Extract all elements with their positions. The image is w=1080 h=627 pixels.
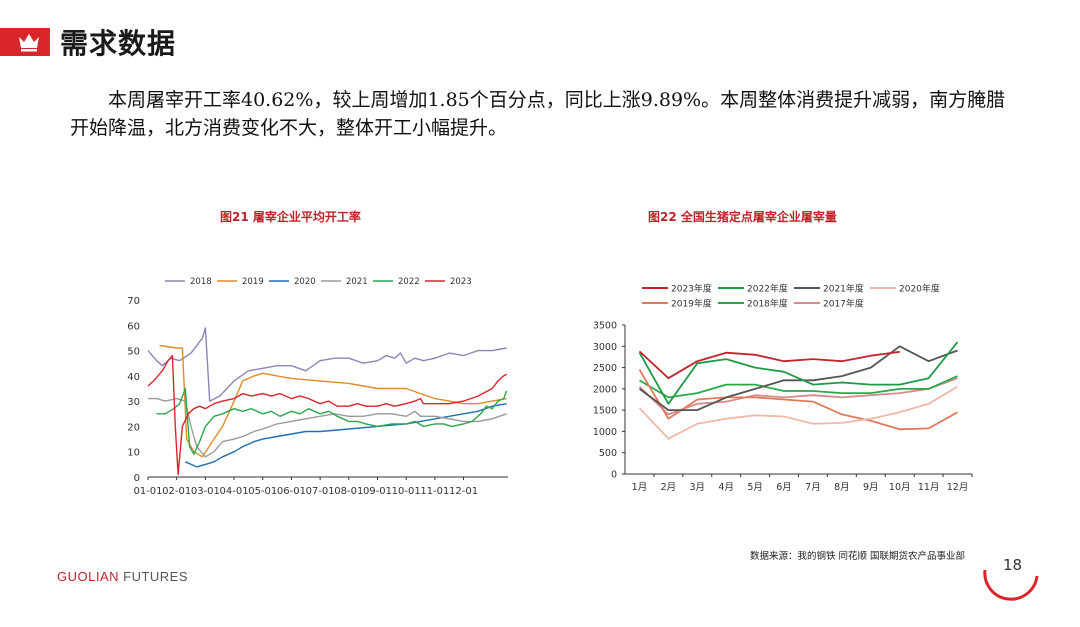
chart2-x-tick-label: 10月 — [889, 482, 911, 493]
chart2-y-tick-label: 2000 — [593, 384, 617, 395]
chart1-legend-label: 2023 — [450, 277, 472, 287]
chart2-y-tick-label: 1500 — [593, 406, 617, 417]
brand-sub: FUTURES — [123, 569, 189, 584]
chart1-legend-label: 2021 — [346, 277, 368, 287]
chart2-series-line-2017年度 — [638, 377, 958, 416]
header-accent-bar — [0, 28, 50, 56]
chart2-x-tick-label: 1月 — [632, 482, 648, 493]
page-title: 需求数据 — [60, 27, 177, 60]
chart2-series-line-2023年度 — [638, 350, 900, 380]
chart1-x-tick-label: 06-01 — [277, 486, 306, 497]
chart1-y-tick-label: 60 — [127, 321, 140, 332]
chart1-legend-label: 2020 — [294, 277, 316, 287]
chart2-series-line-2022年度 — [638, 341, 959, 405]
chart2-x-tick-label: 4月 — [718, 482, 734, 493]
chart1-y-tick-label: 70 — [127, 296, 140, 307]
chart1-y-tick-label: 0 — [134, 473, 140, 484]
chart2-legend-label: 2023年度 — [671, 283, 712, 295]
chart2-y-tick-label: 3500 — [593, 321, 617, 332]
chart1-series-line-2022 — [156, 387, 508, 455]
chart1-series-line-2020 — [185, 403, 507, 468]
chart2-x-tick-label: 6月 — [776, 482, 792, 493]
chart2-y-tick-label: 2500 — [593, 363, 617, 374]
chart2-series-line-2018年度 — [639, 375, 958, 399]
chart1-x-tick-label: 07-01 — [306, 486, 335, 497]
chart1-x-tick-label: 12-01 — [449, 486, 478, 497]
chart1-legend-label: 2022 — [398, 277, 420, 287]
chart2-legend-label: 2021年度 — [823, 283, 864, 295]
crown-icon — [19, 34, 39, 52]
chart1-x-tick-label: 05-01 — [248, 486, 277, 497]
chart2-x-tick-label: 12月 — [947, 482, 969, 493]
chart1-x-tick-label: 01-01 — [133, 486, 162, 497]
summary-paragraph: 本周屠宰开工率40.62%，较上周增加1.85个百分点，同比上涨9.89%。本周… — [70, 89, 1006, 139]
chart2-x-tick-label: 3月 — [690, 482, 706, 493]
page-number: 18 — [1003, 556, 1023, 574]
brand-main: GUOLIAN — [57, 569, 120, 584]
chart2-title: 图22 全国生猪定点屠宰企业屠宰量 — [648, 210, 837, 224]
page-number-arc-decoration — [983, 569, 1039, 601]
chart2-x-tick-label: 11月 — [918, 482, 940, 493]
chart2-legend-label: 2019年度 — [671, 298, 712, 310]
data-source-note: 数据来源：我的钢铁 同花顺 国联期货农产品事业部 — [750, 551, 966, 562]
chart1-series-line-2018 — [147, 327, 507, 402]
chart2-series-line-2021年度 — [638, 345, 958, 411]
chart2-legend-label: 2018年度 — [747, 298, 788, 310]
chart2-x-tick-label: 7月 — [805, 482, 821, 493]
chart1-legend-label: 2018 — [190, 277, 212, 287]
chart2-y-tick-label: 3000 — [593, 342, 617, 353]
chart2-legend-label: 2022年度 — [747, 283, 788, 295]
chart2-y-tick-label: 0 — [611, 470, 617, 481]
chart1-x-tick-label: 02-01 — [162, 486, 191, 497]
chart1-series-line-2021 — [148, 397, 507, 458]
chart2-legend-label: 2017年度 — [823, 298, 864, 310]
chart1-y-tick-label: 10 — [127, 448, 140, 459]
brand-logo: GUOLIAN FUTURES — [57, 569, 188, 584]
chart2-x-tick-label: 2月 — [661, 482, 677, 493]
chart1-legend-label: 2019 — [242, 277, 264, 287]
chart1-x-tick-label: 09-01 — [363, 486, 392, 497]
chart2-x-tick-label: 8月 — [834, 482, 850, 493]
chart1-y-tick-label: 30 — [127, 397, 140, 408]
chart1-y-tick-label: 20 — [127, 422, 140, 433]
chart1-x-tick-label: 10-01 — [392, 486, 421, 497]
chart2-series-line-2020年度 — [638, 385, 958, 440]
chart1-title: 图21 屠宰企业平均开工率 — [220, 210, 361, 224]
chart2-y-tick-label: 1000 — [593, 427, 617, 438]
chart1-y-tick-label: 50 — [127, 347, 140, 358]
chart2-y-tick-label: 500 — [599, 448, 617, 459]
chart2-x-tick-label: 9月 — [863, 482, 879, 493]
chart1-x-tick-label: 04-01 — [220, 486, 249, 497]
chart1-series-line-2023 — [147, 354, 507, 476]
chart1-x-tick-label: 11-01 — [420, 486, 449, 497]
chart1-x-tick-label: 08-01 — [334, 486, 363, 497]
chart2-legend-label: 2020年度 — [899, 283, 940, 295]
chart1-series-line-2019 — [159, 344, 507, 458]
chart1-y-tick-label: 40 — [127, 372, 140, 383]
chart2-x-tick-label: 5月 — [747, 482, 763, 493]
chart2-series-line-2019年度 — [638, 369, 958, 431]
chart1-x-tick-label: 03-01 — [191, 486, 220, 497]
